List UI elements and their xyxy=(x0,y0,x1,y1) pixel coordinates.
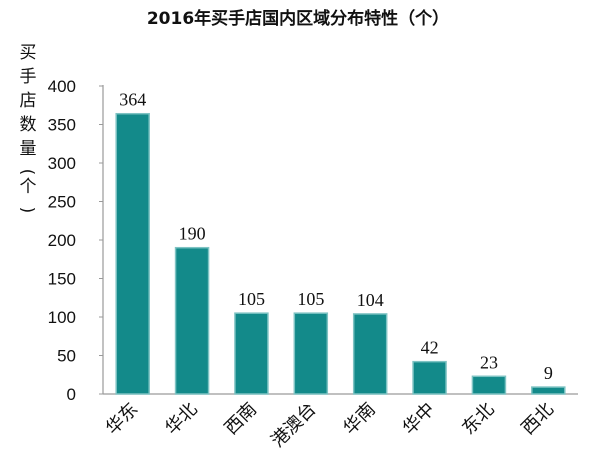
bar-value-label: 190 xyxy=(179,224,206,244)
bar-value-label: 23 xyxy=(480,352,498,372)
y-tick-label: 150 xyxy=(48,270,76,289)
category-label: 西北 xyxy=(518,399,558,439)
y-label-char: 买 xyxy=(20,43,37,63)
y-label-char: 个 xyxy=(20,177,37,197)
bar xyxy=(293,312,329,395)
y-label-char: ( xyxy=(17,169,37,176)
bar-value-label: 105 xyxy=(238,289,265,309)
category-label: 华南 xyxy=(339,399,379,439)
bar-value-label: 9 xyxy=(544,363,553,383)
category-label: 东北 xyxy=(458,399,498,439)
bar xyxy=(412,360,447,395)
category-label: 华东 xyxy=(102,399,142,439)
category-label: 华中 xyxy=(399,399,439,439)
bars-group xyxy=(115,112,566,395)
category-label: 港澳台 xyxy=(267,399,320,452)
y-tick-label: 200 xyxy=(48,231,76,250)
bar xyxy=(174,246,210,395)
y-tick-label: 0 xyxy=(67,385,76,404)
y-tick-label: 100 xyxy=(48,308,76,327)
category-label: 西南 xyxy=(221,399,261,439)
y-tick-label: 300 xyxy=(48,154,76,173)
y-label-char: 数 xyxy=(20,115,37,135)
y-tick-label: 400 xyxy=(48,77,76,96)
y-tick-label: 350 xyxy=(48,116,76,135)
y-label-char: 手 xyxy=(20,67,37,87)
y-tick-label: 250 xyxy=(48,193,76,212)
chart-title: 2016年买手店国内区域分布特性（个） xyxy=(147,8,449,29)
bar xyxy=(234,312,269,395)
bar xyxy=(531,386,566,395)
bar-value-label: 364 xyxy=(119,90,146,110)
bar xyxy=(352,313,388,395)
y-label-char: 量 xyxy=(20,139,37,159)
category-labels: 华东 华北 西南 港澳台 华南 华中 东北 西北 xyxy=(102,399,558,452)
y-tick-label: 50 xyxy=(57,347,76,366)
y-axis-ticks: 0 50 100 150 200 250 300 350 400 xyxy=(48,77,103,404)
bar-value-label: 105 xyxy=(297,289,324,309)
y-label-char: ) xyxy=(17,207,37,214)
bar-value-label: 42 xyxy=(421,338,439,358)
category-label: 华北 xyxy=(161,399,201,439)
bar-value-label: 104 xyxy=(357,290,384,310)
bar xyxy=(471,375,507,395)
value-labels: 364 190 105 105 104 42 23 9 xyxy=(119,90,553,383)
y-label-char: 店 xyxy=(20,91,37,111)
bar xyxy=(115,112,150,395)
